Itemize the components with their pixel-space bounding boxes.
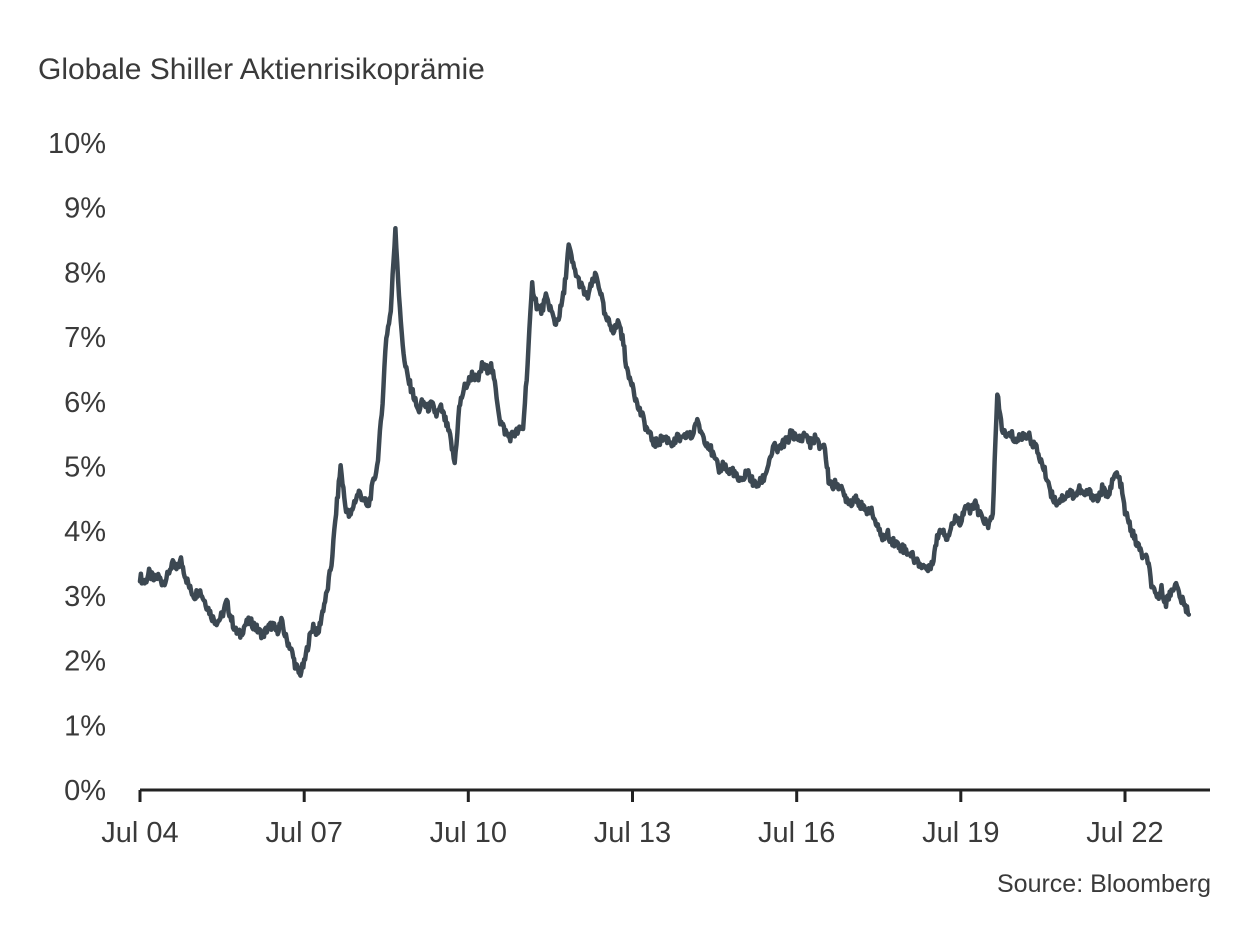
y-tick-label: 3% <box>64 581 106 613</box>
series-line <box>137 226 1192 678</box>
y-tick-label: 8% <box>64 257 106 289</box>
y-tick-label: 10% <box>48 128 106 160</box>
source-label: Source: Bloomberg <box>997 870 1211 898</box>
y-tick-label: 4% <box>64 516 106 548</box>
x-tick-label: Jul 22 <box>1086 817 1163 849</box>
y-tick-label: 6% <box>64 387 106 419</box>
chart-title: Globale Shiller Aktienrisikoprämie <box>38 53 485 86</box>
y-tick-label: 7% <box>64 322 106 354</box>
x-tick-label: Jul 04 <box>101 817 178 849</box>
y-tick-label: 5% <box>64 452 106 484</box>
x-tick-label: Jul 16 <box>758 817 835 849</box>
y-tick-label: 2% <box>64 646 106 678</box>
y-axis-tick-labels: 10% 9% 8% 7% 6% 5% 4% 3% 2% 1% 0% <box>48 128 106 807</box>
x-axis-ticks <box>138 790 1127 802</box>
x-tick-label: Jul 10 <box>430 817 507 849</box>
y-tick-label: 9% <box>64 193 106 225</box>
x-tick-label: Jul 07 <box>266 817 343 849</box>
y-tick-label: 1% <box>64 710 106 742</box>
x-tick-label: Jul 19 <box>922 817 999 849</box>
x-axis-tick-labels: Jul 04 Jul 07 Jul 10 Jul 13 Jul 16 Jul 1… <box>101 817 1163 849</box>
x-tick-label: Jul 13 <box>594 817 671 849</box>
y-tick-label: 0% <box>64 775 106 807</box>
